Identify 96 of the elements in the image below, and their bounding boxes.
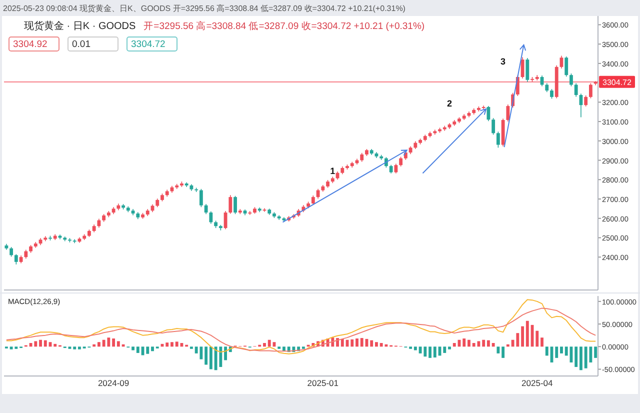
annotation: 2 [446, 98, 452, 108]
bar [496, 346, 500, 354]
bar [462, 338, 466, 347]
bar [526, 320, 529, 347]
candlestick [14, 254, 18, 265]
candlestick [486, 106, 490, 122]
candlestick [399, 156, 403, 167]
bar [574, 346, 578, 367]
bar [34, 341, 38, 347]
bar [540, 338, 544, 347]
ref-line-label: 3304.72 [602, 78, 632, 87]
candlestick [10, 246, 14, 258]
candlestick [234, 195, 237, 214]
bar [375, 342, 378, 347]
bar [536, 330, 539, 347]
bar [350, 339, 354, 347]
bar [166, 342, 169, 347]
bar [521, 326, 524, 347]
bar [78, 346, 81, 350]
candlestick [570, 73, 573, 87]
bar [151, 346, 154, 352]
bar [224, 346, 227, 360]
candlestick [574, 82, 578, 98]
bar [545, 346, 548, 356]
text: 现货黄金 · 日K · GOODS [24, 20, 136, 32]
bar [492, 343, 495, 347]
candlestick [482, 105, 486, 110]
bar [209, 346, 212, 370]
bar [170, 342, 174, 347]
bar [424, 346, 427, 357]
bar [268, 340, 271, 347]
candlestick [564, 56, 568, 78]
bar [433, 346, 436, 358]
bar [360, 338, 364, 347]
candlestick [311, 195, 315, 206]
bar [44, 340, 47, 347]
candlestick [248, 210, 252, 216]
candlestick [526, 58, 530, 82]
bar [448, 346, 451, 350]
bar [452, 343, 456, 347]
bar [54, 344, 57, 347]
bar [97, 342, 100, 347]
bar [204, 346, 208, 365]
annotation: 3 [500, 56, 506, 66]
bar [73, 346, 76, 350]
candlestick [506, 104, 510, 122]
bar [116, 341, 120, 347]
bar [340, 338, 344, 347]
annotation: 3304.92 [13, 39, 48, 50]
bar [564, 346, 568, 356]
candlestick [584, 94, 588, 107]
bar [486, 340, 490, 347]
candlestick [550, 88, 554, 100]
bar [560, 346, 563, 354]
bar [146, 346, 150, 354]
text: 开=3295.56 高=3308.84 低=3287.09 收=3304.72 +10.21 (+0.31%) [144, 20, 425, 32]
x-tick-label: 2024-09 [98, 378, 130, 388]
candlestick [560, 55, 564, 69]
bar [502, 346, 505, 358]
bar [468, 340, 470, 347]
x-tick-label: 2025-04 [522, 378, 554, 388]
bar [594, 346, 598, 358]
candlestick [199, 188, 203, 208]
bar [414, 346, 417, 350]
bar [506, 344, 510, 347]
line-series [6, 299, 596, 354]
bar [39, 340, 42, 347]
candlestick [209, 210, 213, 224]
candlestick [262, 208, 266, 212]
bar [92, 344, 96, 347]
candlestick [228, 194, 232, 214]
bar [132, 346, 134, 350]
annotation: 0.01 [72, 39, 90, 50]
text: 2025-05-23 09:08:04 现货黄金、日K、GOODS 开=3295.56 高=3308.84 低=3287.09 收=3304.72 +10.21(+0.31%) [3, 4, 406, 13]
annotation: 3304.72 [131, 39, 166, 50]
bar [370, 340, 374, 347]
candlestick [496, 131, 500, 148]
annotation: 1 [330, 166, 336, 176]
bar [428, 346, 432, 358]
bar [175, 342, 178, 347]
bar [555, 346, 558, 358]
bar [112, 338, 116, 347]
candlestick [204, 204, 208, 214]
bar [136, 346, 140, 353]
bar [263, 343, 266, 347]
bar [443, 346, 446, 353]
bar [472, 343, 476, 347]
bar [482, 340, 486, 347]
bar [580, 346, 582, 370]
bar [356, 338, 358, 347]
candlestick [492, 118, 496, 136]
candlestick [394, 163, 398, 174]
line-series [6, 308, 596, 352]
candlestick [588, 82, 592, 99]
x-tick-label: 2025-01 [307, 378, 339, 388]
bar [282, 346, 286, 352]
